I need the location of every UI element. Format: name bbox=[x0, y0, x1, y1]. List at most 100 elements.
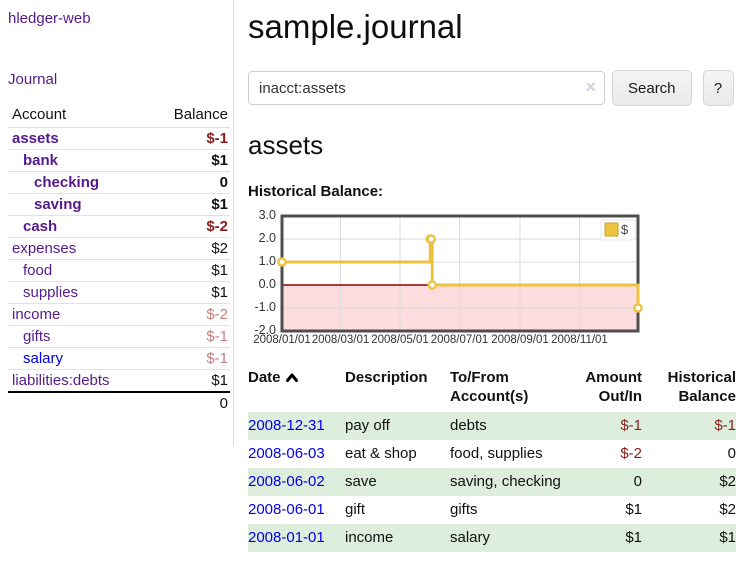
account-row: salary $-1 bbox=[8, 347, 230, 370]
account-balance: $1 bbox=[211, 372, 228, 389]
search-button[interactable]: Search bbox=[612, 70, 692, 106]
account-row: expenses $2 bbox=[8, 237, 230, 260]
accounts-total-value: 0 bbox=[219, 395, 228, 412]
transaction-balance: $1 bbox=[719, 529, 736, 546]
transaction-date-link[interactable]: 2008-06-01 bbox=[248, 501, 325, 518]
transaction-balance: $-1 bbox=[714, 417, 736, 434]
account-balance: $-2 bbox=[206, 218, 228, 235]
chart-title: Historical Balance: bbox=[248, 183, 384, 200]
help-button[interactable]: ? bbox=[702, 70, 734, 106]
clear-search-icon[interactable]: × bbox=[585, 77, 596, 97]
accounts-column-header: Account bbox=[12, 106, 67, 123]
transaction-description: income bbox=[345, 529, 394, 546]
account-balance: $-2 bbox=[206, 306, 228, 323]
transaction-accounts: food, supplies bbox=[450, 445, 543, 462]
accounts-column-header: To/From Account(s) bbox=[450, 369, 529, 405]
amount-column-header: Amount Out/In bbox=[585, 369, 642, 405]
transaction-description: eat & shop bbox=[345, 445, 417, 462]
balance-column-header: Balance bbox=[173, 106, 228, 123]
account-row: checking 0 bbox=[8, 171, 230, 194]
account-row: assets $-1 bbox=[8, 127, 230, 150]
y-tick-label: 3.0 bbox=[258, 208, 276, 222]
transaction-accounts: debts bbox=[450, 417, 487, 434]
account-balance: $1 bbox=[211, 262, 228, 279]
account-link[interactable]: saving bbox=[34, 196, 82, 213]
register-row: 2008-06-03 eat & shop food, supplies $-2… bbox=[248, 440, 736, 468]
y-tick-label: 2.0 bbox=[258, 231, 276, 245]
y-tick-label: -2.0 bbox=[254, 323, 276, 337]
x-tick-label: 2008/01/01 bbox=[253, 334, 311, 346]
balance-chart-canvas: $ bbox=[277, 214, 643, 333]
x-tick-label: 2008/05/01 bbox=[371, 334, 429, 346]
account-balance: $2 bbox=[211, 240, 228, 257]
x-tick-label: 2008/07/01 bbox=[430, 334, 489, 346]
account-row: bank $1 bbox=[8, 149, 230, 172]
account-link[interactable]: checking bbox=[34, 174, 100, 191]
transaction-amount: $1 bbox=[625, 529, 642, 546]
account-balance: $-1 bbox=[206, 350, 228, 367]
transaction-date-link[interactable]: 2008-06-02 bbox=[248, 473, 325, 490]
account-balance: $1 bbox=[211, 284, 228, 301]
transaction-date-link[interactable]: 2008-06-03 bbox=[248, 445, 325, 462]
main-content: sample.journal × Search ? assets Histori… bbox=[248, 0, 736, 552]
x-tick-label: 2008/09/01 bbox=[491, 334, 549, 346]
transaction-accounts: saving, checking bbox=[450, 473, 561, 490]
account-balance: $-1 bbox=[206, 130, 228, 147]
transaction-amount: 0 bbox=[633, 473, 642, 490]
historical-balance-chart: $3.0 2.0 1.0 0.0 -1.0 -2.0 2008/01/01 2008/03/0… bbox=[248, 208, 668, 352]
account-balance: $1 bbox=[211, 152, 228, 169]
accounts-table: Account Balance assets $-1 bank $1 check… bbox=[8, 104, 230, 414]
account-balance: $-1 bbox=[206, 328, 228, 345]
register-row: 2008-01-01 income salary $1 $1 bbox=[248, 524, 736, 552]
account-link[interactable]: gifts bbox=[23, 328, 51, 345]
transaction-accounts: gifts bbox=[450, 501, 478, 518]
app-title-link[interactable]: hledger-web bbox=[8, 10, 91, 27]
transaction-balance: 0 bbox=[727, 445, 736, 462]
account-row: liabilities:debts $1 bbox=[8, 369, 230, 393]
account-link[interactable]: supplies bbox=[23, 284, 79, 301]
nav-journal-link[interactable]: Journal bbox=[8, 71, 58, 88]
transaction-balance: $2 bbox=[719, 473, 736, 490]
account-row: supplies $1 bbox=[8, 281, 230, 304]
account-link[interactable]: liabilities:debts bbox=[12, 372, 110, 389]
y-tick-label: 1.0 bbox=[258, 254, 276, 268]
transaction-accounts: salary bbox=[450, 529, 491, 546]
account-row: food $1 bbox=[8, 259, 230, 282]
search-input[interactable] bbox=[248, 71, 605, 105]
accounts-total-row: 0 bbox=[8, 392, 230, 414]
register-row: 2008-06-01 gift gifts $1 $2 bbox=[248, 496, 736, 524]
account-link[interactable]: assets bbox=[12, 130, 59, 147]
x-tick-label: 2008/03/01 bbox=[311, 334, 370, 346]
transaction-amount: $1 bbox=[625, 501, 642, 518]
account-row: saving $1 bbox=[8, 193, 230, 216]
svg-text:$: $ bbox=[621, 222, 629, 237]
account-link[interactable]: bank bbox=[23, 152, 59, 169]
account-link[interactable]: food bbox=[23, 262, 53, 279]
y-tick-label: 0.0 bbox=[258, 277, 276, 291]
account-row: income $-2 bbox=[8, 303, 230, 326]
account-heading: assets bbox=[248, 130, 324, 160]
account-row: cash $-2 bbox=[8, 215, 230, 238]
transaction-amount: $-2 bbox=[620, 445, 642, 462]
account-balance: $1 bbox=[211, 196, 228, 213]
register-row: 2008-12-31 pay off debts $-1 $-1 bbox=[248, 412, 736, 440]
transaction-amount: $-1 bbox=[620, 417, 642, 434]
transaction-balance: $2 bbox=[719, 501, 736, 518]
balance-column-header: Historical Balance bbox=[667, 369, 736, 405]
search-row: × Search ? bbox=[248, 70, 736, 106]
y-tick-label: -1.0 bbox=[254, 300, 276, 314]
transaction-description: save bbox=[345, 473, 377, 490]
transaction-date-link[interactable]: 2008-01-01 bbox=[248, 529, 325, 546]
transaction-date-link[interactable]: 2008-12-31 bbox=[248, 417, 325, 434]
sidebar: hledger-web Journal Account Balance asse… bbox=[0, 0, 234, 446]
account-link[interactable]: expenses bbox=[12, 240, 77, 257]
account-balance: 0 bbox=[219, 174, 228, 191]
x-tick-label: 2008/11/01 bbox=[551, 334, 608, 346]
account-link[interactable]: salary bbox=[23, 350, 64, 367]
date-column-header[interactable]: Date bbox=[248, 366, 345, 412]
account-link[interactable]: income bbox=[12, 306, 61, 323]
account-link[interactable]: cash bbox=[23, 218, 58, 235]
register-row: 2008-06-02 save saving, checking 0 $2 bbox=[248, 468, 736, 496]
transaction-description: pay off bbox=[345, 417, 390, 434]
transaction-description: gift bbox=[345, 501, 366, 518]
